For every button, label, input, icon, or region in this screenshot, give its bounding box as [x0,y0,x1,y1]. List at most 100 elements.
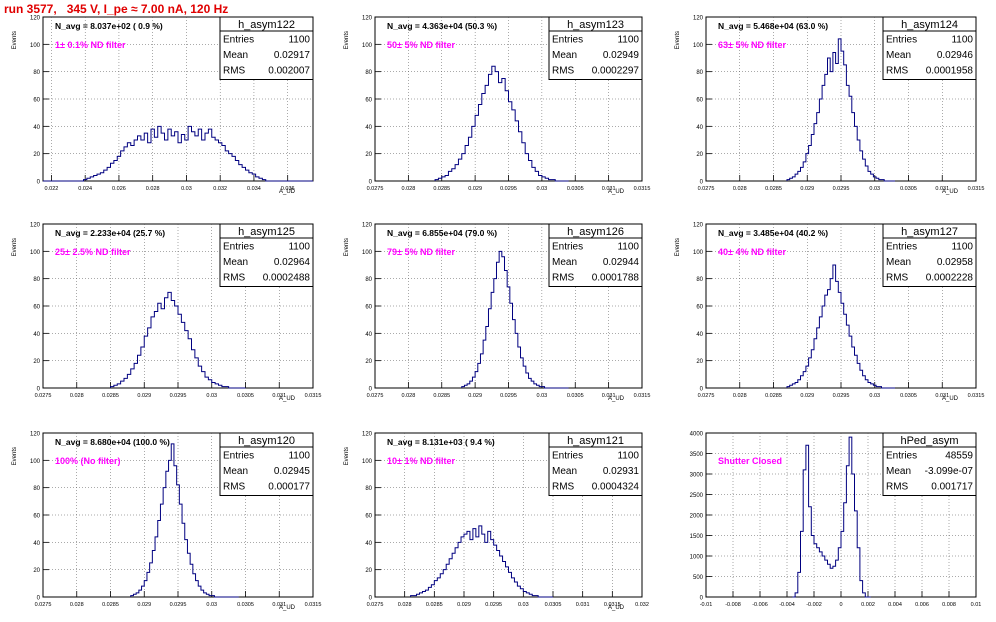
stat-label: RMS [552,273,575,284]
y-tick-label: 100 [362,43,373,49]
x-tick-label: 0.0315 [305,602,322,608]
y-tick-label: 40 [365,541,372,547]
x-tick-label: 0.036 [281,186,295,192]
y-tick-label: 80 [365,277,372,283]
stat-label: Entries [552,242,583,253]
stat-label: Entries [886,242,917,253]
y-tick-label: 4000 [690,432,704,438]
stat-value: 0.02944 [603,257,640,268]
x-tick-label: 0.028 [398,602,412,608]
y-tick-label: 20 [696,152,703,158]
x-tick-label: -0.002 [806,602,822,608]
stat-label: Entries [223,242,254,253]
x-tick-label: 0.008 [942,602,956,608]
stat-value: 0.0001958 [926,66,974,77]
stats-box [548,223,643,287]
x-tick-label: 0.0315 [968,393,985,399]
filter-annotation: Shutter Closed [718,456,782,466]
y-tick-label: 0 [37,180,41,186]
x-tick-label: 0.028 [146,186,160,192]
y-tick-label: 120 [693,223,704,229]
x-tick-label: 0.0275 [367,602,384,608]
x-tick-label: 0.0275 [35,602,52,608]
y-tick-label: 3000 [690,473,704,479]
y-tick-label: 80 [696,70,703,76]
x-tick-label: 0.031 [935,393,949,399]
stat-value: 1100 [617,35,639,46]
y-tick-label: 60 [365,305,372,311]
x-tick-label: 0 [839,602,842,608]
x-tick-label: 0.028 [401,393,415,399]
y-tick-label: 20 [33,568,40,574]
x-tick-label: 0.0305 [237,393,254,399]
x-tick-label: 0.031 [272,393,286,399]
histogram-series [461,250,569,389]
histogram-name: h_asym121 [567,435,624,447]
stat-label: Entries [886,35,917,46]
x-tick-label: 0.028 [733,393,747,399]
stat-label: Mean [552,466,577,477]
y-axis-label: Events [12,447,18,465]
y-tick-label: 80 [696,277,703,283]
stats-box [548,16,643,80]
stats-box [219,223,314,287]
y-tick-label: 0 [37,596,41,602]
histogram-name: h_asym126 [567,226,624,238]
x-tick-label: 0.0285 [426,602,443,608]
y-tick-label: 100 [30,250,41,256]
stat-value: 0.0002228 [926,273,974,284]
x-tick-label: 0.0315 [634,186,651,192]
x-tick-label: 0.022 [45,186,59,192]
y-tick-label: 100 [693,43,704,49]
histogram-series [410,525,553,598]
stat-label: RMS [886,66,909,77]
x-tick-label: 0.029 [800,393,814,399]
stat-value: 0.001717 [931,482,973,493]
x-tick-label: 0.0285 [433,186,450,192]
x-tick-label: -0.008 [725,602,741,608]
histogram-panel: 0 20 40 60 80 100 120 0.0275 0.028 0.0285 0.029 0.0… [344,223,650,403]
y-tick-label: 120 [30,16,41,22]
stats-box [548,432,643,496]
y-axis-label: Events [675,238,681,256]
x-tick-label: 0.0295 [500,393,517,399]
y-tick-label: 40 [365,332,372,338]
stat-value: 1100 [951,242,973,253]
y-tick-label: 120 [693,16,704,22]
y-tick-label: 20 [696,359,703,365]
y-tick-label: 2500 [690,493,704,499]
histogram-series [792,436,871,598]
stat-label: Mean [223,257,248,268]
y-tick-label: 20 [365,152,372,158]
x-tick-label: 0.0305 [237,602,254,608]
x-tick-label: 0.029 [137,602,151,608]
stat-label: RMS [223,482,246,493]
y-tick-label: 0 [700,180,704,186]
stats-box [882,432,977,496]
filter-annotation: 100% (No filter) [55,456,121,466]
x-tick-label: 0.0295 [500,186,517,192]
y-tick-label: 80 [33,277,40,283]
y-axis-label: Events [344,447,350,465]
y-tick-label: 60 [696,305,703,311]
x-tick-label: 0.0295 [170,602,187,608]
x-tick-label: 0.0275 [367,393,384,399]
histogram-panel: 0 20 40 60 80 100 120 0.0275 0.028 0.0285 0.029 0.0… [344,432,649,612]
y-tick-label: 0 [37,387,41,393]
x-tick-label: 0.0305 [900,393,917,399]
x-tick-label: 0.028 [733,186,747,192]
x-tick-label: 0.028 [70,602,84,608]
x-tick-label: 0.0285 [433,393,450,399]
stat-label: RMS [552,482,575,493]
stat-label: Entries [223,451,254,462]
x-tick-label: 0.0305 [567,393,584,399]
x-axis-label: A_UD [279,605,296,611]
x-tick-label: 0.028 [70,393,84,399]
x-axis-label: A_UD [608,189,625,195]
x-tick-label: 0.0295 [485,602,502,608]
x-tick-label: 0.029 [468,186,482,192]
x-tick-label: 0.026 [112,186,126,192]
x-tick-label: 0.031 [602,186,616,192]
y-tick-label: 60 [33,305,40,311]
stat-label: Entries [552,451,583,462]
